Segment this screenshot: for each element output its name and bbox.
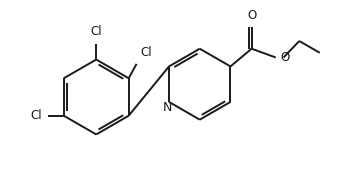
- Text: N: N: [162, 101, 172, 114]
- Text: Cl: Cl: [90, 25, 102, 38]
- Text: Cl: Cl: [31, 109, 42, 122]
- Text: O: O: [281, 51, 290, 64]
- Text: O: O: [247, 9, 256, 22]
- Text: Cl: Cl: [141, 46, 152, 59]
